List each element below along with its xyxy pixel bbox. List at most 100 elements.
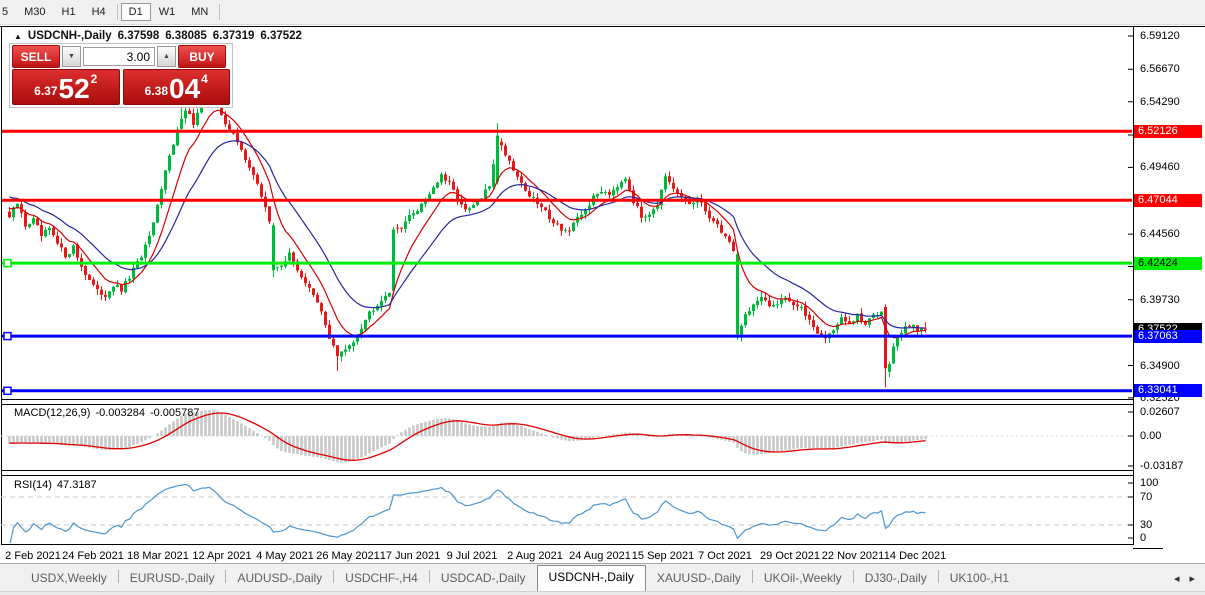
line-handle [3, 386, 12, 396]
volume-decrease-button[interactable]: ▼ [62, 46, 81, 67]
timeframe-button-w1[interactable]: W1 [158, 6, 176, 18]
sell-button[interactable]: SELL [12, 45, 60, 68]
macd-value-1: -0.003284 [95, 407, 145, 419]
date-label: 24 Aug 2021 [569, 550, 631, 562]
date-label: 18 Mar 2021 [127, 550, 189, 562]
rsi-indicator-label: RSI(14) 47.3187 [14, 479, 97, 491]
tab-scroll-right-icon[interactable]: ▸ [1189, 573, 1195, 585]
sell-price-sup: 2 [90, 72, 98, 86]
volume-increase-button[interactable]: ▲ [157, 46, 176, 67]
toolbar-divider [116, 4, 118, 20]
symbol-tab-bar: USDX,Weekly EURUSD-,Daily AUDUSD-,Daily USD… [0, 563, 1205, 591]
price-axis-badge: 6.42424 [1134, 256, 1202, 270]
ohlc-high: 6.38085 [165, 30, 207, 42]
buy-button[interactable]: BUY [178, 45, 226, 68]
macd-axis-label: 0.00 [1140, 430, 1162, 442]
date-label: 26 May 2021 [316, 550, 380, 562]
tab-separator [852, 570, 854, 583]
rsi-name: RSI(14) [14, 479, 52, 491]
tab-separator [225, 570, 227, 583]
status-strip [0, 591, 1205, 595]
chart-left-border [1, 26, 2, 545]
tab-xauusd-daily[interactable]: XAUUSD-,Daily [656, 571, 741, 585]
price-axis-label: 6.56670 [1140, 63, 1180, 76]
date-label: 17 Jun 2021 [379, 550, 441, 562]
date-label: 22 Nov 2021 [821, 550, 885, 562]
tab-audusd-daily[interactable]: AUDUSD-,Daily [237, 571, 323, 585]
ma-slow-line [9, 140, 926, 329]
volume-input[interactable] [83, 47, 155, 66]
tab-usdcad-daily[interactable]: USDCAD-,Daily [440, 571, 526, 585]
ohlc-close: 6.37522 [260, 30, 302, 42]
timeframe-button-m30[interactable]: M30 [24, 6, 46, 18]
triangle-up-icon: ▲ [163, 53, 170, 60]
timeframe-button-5[interactable]: 5 [2, 6, 9, 18]
timeframe-button-mn[interactable]: MN [191, 6, 209, 18]
macd-signal-line [9, 412, 926, 461]
rsi-panel-top-border [1, 475, 1133, 476]
chart-top-border [0, 26, 1205, 27]
ma-fast-line [9, 109, 926, 339]
main-panel-bottom-border [1, 399, 1133, 400]
buy-price-tile[interactable]: 6.38 04 4 [122, 69, 230, 105]
price-axis-label: 6.44560 [1140, 228, 1180, 241]
buy-price-big: 04 [169, 73, 201, 104]
ohlc-low: 6.37319 [212, 30, 255, 42]
main-price-panel [2, 58, 1132, 396]
tab-scroll-arrows: ◂ ▸ [1174, 572, 1195, 585]
date-label: 2 Feb 2021 [5, 550, 61, 562]
macd-panel-top-border [1, 404, 1133, 405]
date-label: 7 Oct 2021 [698, 550, 752, 562]
rsi-axis-label: 0 [1140, 532, 1147, 544]
macd-panel [1, 410, 1132, 463]
price-axis-label: 6.59120 [1140, 30, 1180, 42]
chart-title: ▲ USDCNH-,Daily 6.37598 6.38085 6.37319 … [14, 30, 302, 42]
timeframe-button-h1[interactable]: H1 [61, 6, 76, 18]
macd-axis-label: -0.03187 [1140, 460, 1184, 472]
one-click-trade-panel: SELL ▼ ▲ BUY 6.37 52 2 6.38 04 4 [9, 43, 233, 108]
date-label: 15 Sep 2021 [631, 550, 695, 562]
tab-usdcnh-daily[interactable]: USDCNH-,Daily [536, 565, 646, 591]
line-handle [3, 258, 12, 268]
toolbar-divider [219, 4, 221, 20]
tab-eurusd-daily[interactable]: EURUSD-,Daily [129, 571, 215, 585]
tab-separator [751, 570, 753, 583]
price-axis-separator [1133, 26, 1134, 545]
triangle-down-icon: ▼ [68, 53, 75, 60]
tab-scroll-left-icon[interactable]: ◂ [1173, 573, 1180, 585]
macd-value-2: -0.005787 [149, 407, 200, 419]
tab-usdx-weekly[interactable]: USDX,Weekly [31, 571, 107, 585]
timeframe-button-d1[interactable]: D1 [120, 3, 151, 21]
rsi-line [9, 483, 926, 543]
buy-price-sup: 4 [201, 72, 208, 86]
macd-axis-label: 0.02607 [1140, 406, 1180, 418]
rsi-panel [1, 483, 1132, 543]
tab-ukoil-weekly[interactable]: UKOil-,Weekly [763, 571, 842, 585]
timeframe-toolbar: 5 M30 H1 H4 D1 W1 MN [0, 0, 1205, 25]
chart-symbol-label: USDCNH-,Daily [27, 30, 112, 42]
buy-price-prefix: 6.38 [144, 84, 168, 98]
timeframe-button-h4[interactable]: H4 [91, 6, 106, 18]
tab-uk100-h1[interactable]: UK100-,H1 [949, 571, 1010, 585]
sell-price-tile[interactable]: 6.37 52 2 [12, 69, 120, 105]
price-axis-label: 6.49460 [1140, 161, 1180, 174]
date-label: 12 Apr 2021 [192, 550, 252, 562]
tab-separator [428, 570, 430, 583]
macd-indicator-label: MACD(12,26,9) -0.003284 -0.005787 [14, 407, 200, 419]
macd-name: MACD(12,26,9) [14, 407, 91, 419]
date-tick-marks [32, 544, 916, 545]
price-axis-badge: 6.37063 [1134, 329, 1202, 343]
tab-dj30-daily[interactable]: DJ30-,Daily [864, 571, 927, 585]
tab-separator [117, 570, 119, 583]
panel-collapse-caret-icon[interactable]: ▲ [14, 31, 22, 41]
rsi-axis-label: 70 [1140, 491, 1153, 503]
sell-price-big: 52 [58, 73, 90, 104]
tab-usdchf-h4[interactable]: USDCHF-,H4 [345, 571, 418, 585]
axis-tick-marks [1128, 35, 1133, 539]
rsi-axis-label: 100 [1140, 477, 1159, 489]
date-label: 4 May 2021 [256, 550, 314, 562]
chart-canvas[interactable] [0, 0, 1133, 545]
date-label: 9 Jul 2021 [446, 550, 498, 562]
ohlc-open: 6.37598 [117, 30, 160, 42]
